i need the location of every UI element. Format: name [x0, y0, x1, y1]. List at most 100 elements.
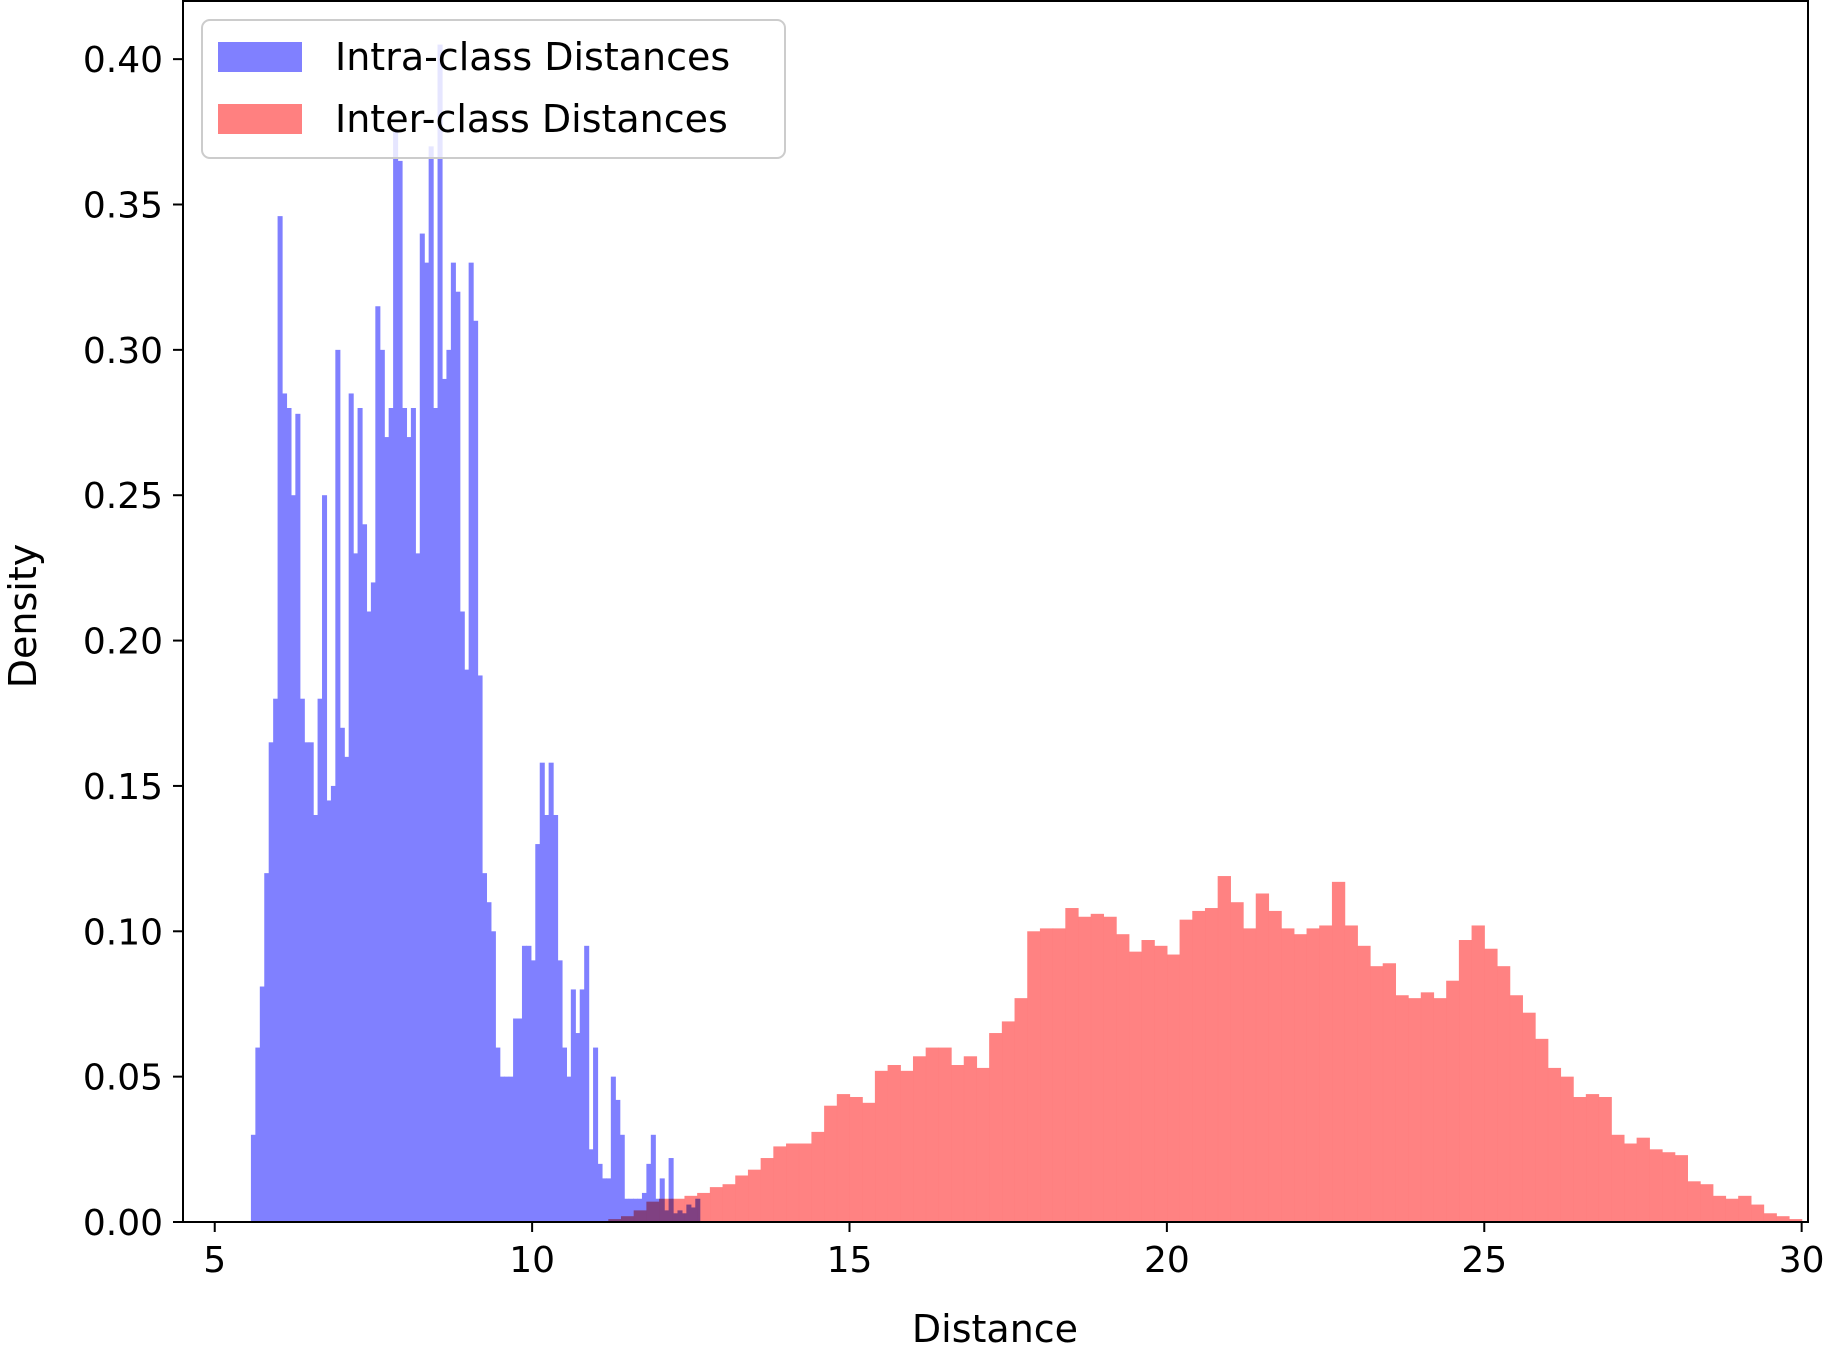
bar-inter-10 — [735, 1175, 749, 1222]
bar-intra-75 — [584, 945, 590, 1222]
bar-inter-52 — [1268, 910, 1282, 1222]
bar-inter-33 — [1027, 931, 1041, 1222]
bar-intra-41 — [433, 408, 439, 1222]
bar-intra-27 — [370, 582, 376, 1222]
bar-inter-65 — [1433, 998, 1447, 1222]
y-axis-ticks: 0.00 0.05 0.10 0.15 0.20 0.25 0.30 0.35 0.40 — [83, 40, 183, 1244]
bar-inter-54 — [1293, 934, 1308, 1222]
bar-inter-83 — [1662, 1152, 1676, 1222]
x-tick-label-1: 10 — [509, 1240, 555, 1281]
bar-intra-52 — [481, 873, 488, 1222]
legend-label-intra: Intra-class Distances — [335, 35, 730, 79]
y-tick-label-5: 0.25 — [83, 476, 163, 517]
bar-intra-20 — [339, 727, 345, 1222]
bar-inter-17 — [824, 1105, 838, 1222]
bar-inter-69 — [1484, 948, 1498, 1222]
bar-inter-92 — [1776, 1216, 1790, 1222]
bar-inter-31 — [1001, 1021, 1016, 1222]
bar-inter-76 — [1573, 1096, 1587, 1222]
bar-inter-0 — [608, 1219, 622, 1222]
bar-inter-73 — [1535, 1038, 1549, 1222]
bar-intra-74 — [579, 989, 585, 1222]
axes-frame — [182, 0, 1809, 1223]
bar-inter-23 — [900, 1070, 914, 1222]
bar-intra-56 — [499, 1076, 505, 1222]
bar-intra-69 — [557, 960, 563, 1222]
bar-inter-34 — [1039, 928, 1054, 1222]
bar-intra-6 — [277, 216, 283, 1222]
bar-inter-78 — [1598, 1096, 1612, 1222]
series-inter-class-bars — [608, 876, 1803, 1222]
bar-intra-61 — [521, 945, 527, 1222]
bar-intra-37 — [415, 553, 421, 1222]
bar-intra-40 — [428, 146, 434, 1223]
bar-intra-53 — [486, 902, 492, 1222]
bar-intra-26 — [366, 611, 372, 1222]
bar-intra-89 — [646, 1163, 652, 1222]
bar-inter-53 — [1281, 928, 1295, 1222]
bar-inter-59 — [1357, 945, 1371, 1222]
bar-intra-34 — [401, 408, 408, 1222]
bar-intra-1 — [255, 1047, 261, 1222]
bar-intra-9 — [290, 495, 296, 1223]
bar-intra-51 — [477, 675, 483, 1222]
bar-inter-72 — [1522, 1012, 1536, 1222]
bar-intra-71 — [566, 1076, 572, 1222]
x-tick-label-2: 15 — [827, 1240, 873, 1281]
legend-swatch-intra — [218, 42, 302, 72]
bar-intra-2 — [259, 986, 265, 1222]
bar-intra-47 — [459, 611, 465, 1222]
bar-intra-67 — [548, 762, 554, 1222]
bar-intra-46 — [455, 291, 461, 1223]
bar-intra-14 — [313, 815, 319, 1222]
bar-inter-25 — [925, 1047, 939, 1222]
bar-inter-11 — [747, 1169, 762, 1222]
bar-intra-3 — [264, 873, 270, 1222]
y-tick-label-6: 0.30 — [83, 331, 163, 372]
bar-inter-70 — [1496, 966, 1511, 1222]
bar-intra-24 — [357, 408, 363, 1222]
bar-intra-5 — [273, 698, 279, 1222]
bar-intra-85 — [628, 1198, 634, 1222]
bar-inter-80 — [1623, 1143, 1638, 1222]
bar-inter-77 — [1585, 1094, 1600, 1222]
series-intra-class-bars — [250, 44, 701, 1223]
bar-inter-40 — [1116, 934, 1130, 1222]
bar-intra-28 — [375, 306, 381, 1222]
bar-intra-23 — [353, 553, 359, 1222]
bar-inter-60 — [1370, 966, 1384, 1222]
x-tick-label-3: 20 — [1144, 1240, 1190, 1281]
bar-intra-55 — [495, 1047, 501, 1222]
bar-intra-16 — [322, 495, 328, 1223]
bar-inter-12 — [760, 1158, 774, 1222]
bar-inter-55 — [1306, 928, 1320, 1222]
bar-inter-45 — [1179, 919, 1193, 1222]
bar-inter-42 — [1141, 940, 1155, 1222]
y-tick-label-3: 0.15 — [83, 767, 163, 808]
bar-intra-19 — [335, 349, 341, 1222]
bar-intra-76 — [588, 1149, 594, 1222]
bar-inter-7 — [697, 1192, 711, 1222]
bar-inter-15 — [798, 1143, 813, 1222]
bar-inter-57 — [1331, 881, 1346, 1222]
bar-inter-3 — [646, 1201, 660, 1222]
bar-inter-44 — [1166, 954, 1181, 1222]
x-tick-label-5: 30 — [1779, 1240, 1825, 1281]
bar-intra-45 — [450, 262, 456, 1222]
bar-inter-30 — [989, 1033, 1003, 1222]
y-tick-label-8: 0.40 — [83, 40, 163, 81]
bar-inter-75 — [1560, 1076, 1574, 1222]
bar-inter-9 — [722, 1184, 736, 1222]
y-tick-label-7: 0.35 — [83, 186, 163, 227]
bar-inter-38 — [1090, 913, 1105, 1222]
bar-inter-37 — [1078, 916, 1092, 1222]
legend: Intra-class Distances Inter-class Distan… — [201, 19, 786, 159]
bar-inter-6 — [684, 1195, 698, 1222]
bar-intra-18 — [330, 785, 336, 1222]
bar-inter-87 — [1712, 1195, 1727, 1222]
bar-inter-71 — [1509, 995, 1523, 1222]
bar-intra-29 — [379, 349, 385, 1222]
bar-inter-21 — [874, 1070, 889, 1222]
bar-intra-58 — [508, 1076, 514, 1222]
bar-inter-91 — [1763, 1213, 1777, 1222]
